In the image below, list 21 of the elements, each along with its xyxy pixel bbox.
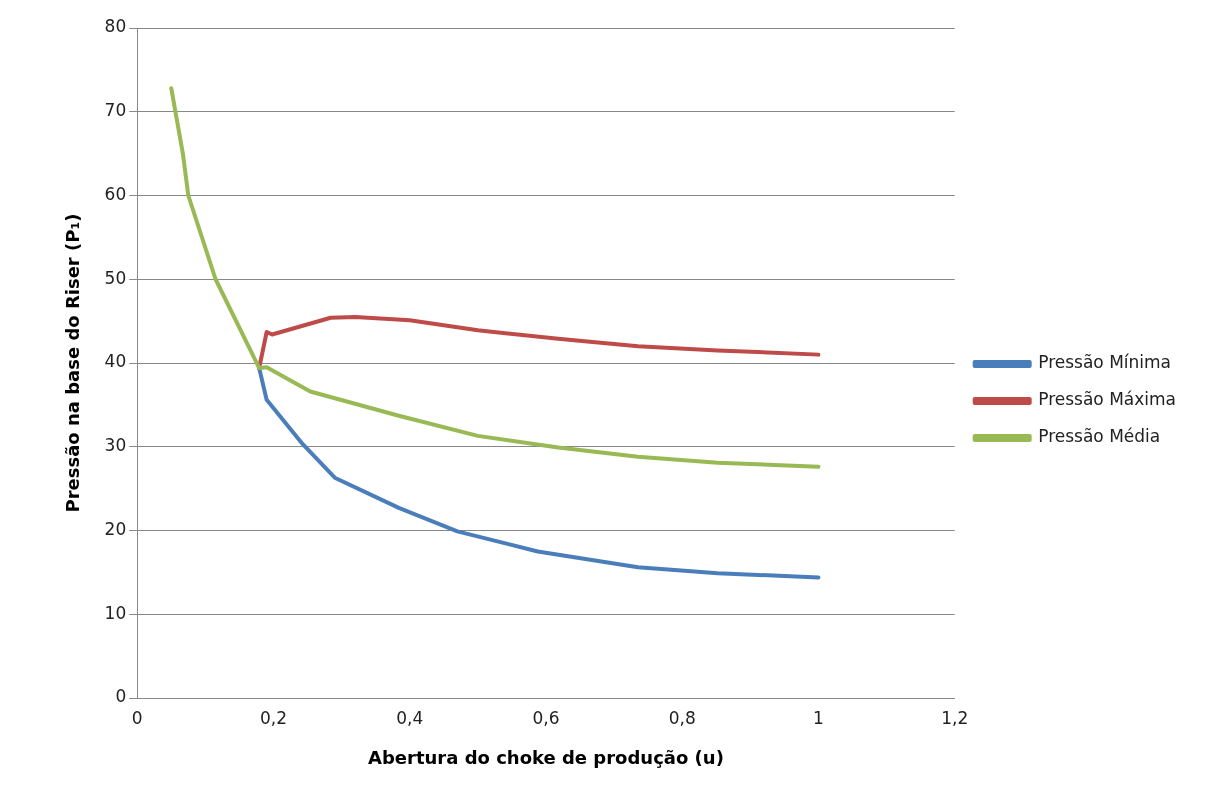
x-axis-title: Abertura do choke de produção (u) xyxy=(368,746,724,768)
y-tick-label: 70 xyxy=(104,100,127,121)
y-tick-label: 20 xyxy=(104,518,127,539)
x-tick-label: 0,6 xyxy=(532,707,560,728)
legend-label: Pressão Máxima xyxy=(1038,389,1176,410)
x-tick-label: 1,2 xyxy=(941,707,969,728)
x-tick-label: 0 xyxy=(131,707,143,728)
y-tick-label: 10 xyxy=(104,602,127,623)
y-tick-label: 0 xyxy=(115,686,127,707)
x-tick-label: 0,2 xyxy=(259,707,287,728)
y-axis-title: Pressão na base do Riser (P₁) xyxy=(62,213,84,513)
legend-label: Pressão Média xyxy=(1038,426,1161,447)
y-tick-label: 40 xyxy=(104,351,127,372)
y-tick-label: 50 xyxy=(104,267,127,288)
x-tick-label: 0,8 xyxy=(668,707,696,728)
x-tick-label: 0,4 xyxy=(396,707,424,728)
y-tick-label: 60 xyxy=(104,183,127,204)
legend-label: Pressão Mínima xyxy=(1038,352,1172,373)
y-tick-label: 80 xyxy=(104,16,127,37)
y-tick-label: 30 xyxy=(104,435,127,456)
x-tick-label: 1 xyxy=(813,707,824,728)
